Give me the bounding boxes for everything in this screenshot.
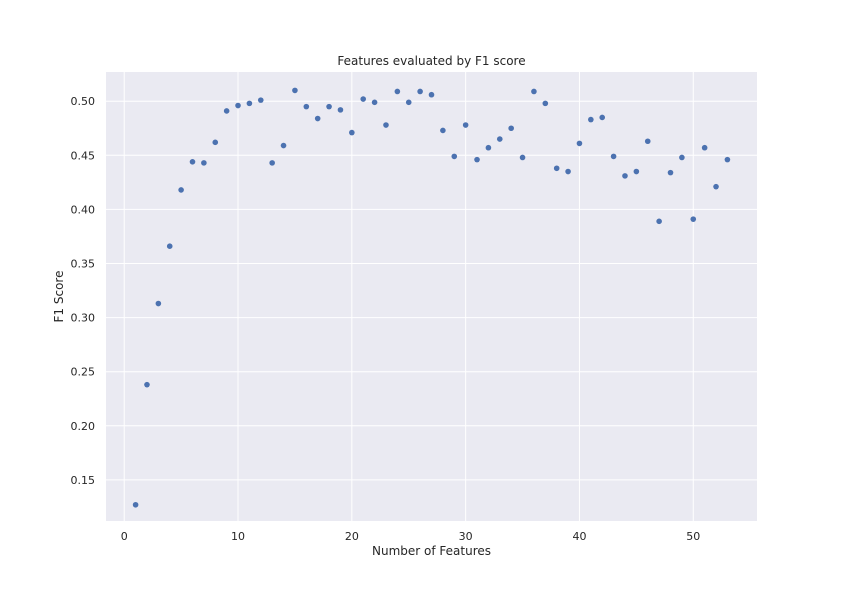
data-point bbox=[531, 88, 537, 95]
data-point bbox=[644, 138, 651, 145]
data-point bbox=[588, 116, 594, 123]
grid-lines bbox=[106, 72, 757, 521]
data-point bbox=[565, 168, 571, 175]
data-point bbox=[519, 154, 526, 161]
data-point bbox=[178, 187, 184, 193]
data-point bbox=[633, 168, 640, 175]
data-point bbox=[724, 156, 731, 163]
data-point bbox=[326, 103, 332, 110]
data-point bbox=[257, 97, 264, 103]
data-point bbox=[155, 300, 162, 307]
data-point bbox=[132, 501, 139, 508]
data-point bbox=[394, 88, 401, 95]
data-point bbox=[656, 218, 662, 225]
data-point bbox=[610, 153, 617, 160]
data-point bbox=[576, 140, 583, 147]
y-tick-label: 0.35 bbox=[71, 258, 96, 271]
data-point bbox=[496, 136, 503, 142]
data-point bbox=[360, 96, 367, 102]
data-point bbox=[246, 100, 253, 107]
data-point bbox=[223, 108, 230, 114]
data-point bbox=[417, 88, 423, 95]
data-point bbox=[383, 122, 389, 128]
y-tick-label: 0.40 bbox=[71, 203, 96, 216]
data-point bbox=[542, 100, 549, 107]
data-point bbox=[474, 156, 480, 163]
data-point bbox=[314, 115, 321, 122]
y-tick-label: 0.45 bbox=[71, 149, 96, 162]
y-tick-label: 0.30 bbox=[71, 312, 96, 325]
data-point bbox=[405, 99, 412, 106]
x-tick-label: 10 bbox=[231, 530, 245, 543]
data-point bbox=[451, 153, 458, 160]
data-point bbox=[292, 87, 298, 94]
data-point bbox=[713, 183, 719, 190]
data-point bbox=[701, 144, 708, 151]
data-point bbox=[269, 160, 275, 166]
x-tick-label: 0 bbox=[121, 530, 128, 543]
data-point bbox=[144, 381, 150, 388]
x-tick-label: 40 bbox=[572, 530, 586, 543]
data-point bbox=[201, 160, 207, 166]
data-point bbox=[553, 165, 560, 172]
data-point bbox=[440, 127, 446, 134]
data-point bbox=[212, 139, 219, 146]
data-point bbox=[462, 122, 469, 128]
data-point bbox=[166, 243, 173, 249]
data-point bbox=[667, 169, 674, 176]
x-tick-label: 50 bbox=[686, 530, 700, 543]
y-tick-label: 0.25 bbox=[71, 366, 96, 379]
x-tick-label: 20 bbox=[345, 530, 359, 543]
data-point bbox=[371, 99, 378, 106]
data-point bbox=[235, 102, 241, 109]
y-tick-label: 0.15 bbox=[71, 474, 96, 487]
data-point bbox=[337, 107, 344, 113]
y-tick-label: 0.20 bbox=[71, 420, 96, 433]
data-point bbox=[189, 159, 196, 165]
data-point bbox=[303, 103, 310, 110]
data-point bbox=[679, 154, 685, 161]
x-tick-label: 30 bbox=[459, 530, 473, 543]
data-points bbox=[132, 87, 731, 508]
y-tick-label: 0.50 bbox=[71, 95, 96, 108]
data-point bbox=[485, 144, 492, 151]
tick-labels: 0 10 20 30 40 50 0.15 0.20 0.25 0.30 0.35 0.40 0.45 0… bbox=[71, 95, 701, 543]
data-point bbox=[280, 142, 287, 149]
data-point bbox=[508, 125, 514, 132]
plot-background bbox=[106, 72, 757, 521]
x-axis-label: Number of Features bbox=[372, 544, 491, 558]
data-point bbox=[428, 91, 435, 98]
data-point bbox=[622, 173, 628, 179]
data-point bbox=[599, 114, 606, 121]
chart-title: Features evaluated by F1 score bbox=[337, 54, 525, 68]
y-axis-label: F1 Score bbox=[52, 271, 66, 323]
data-point bbox=[690, 216, 697, 222]
data-point bbox=[349, 129, 355, 136]
